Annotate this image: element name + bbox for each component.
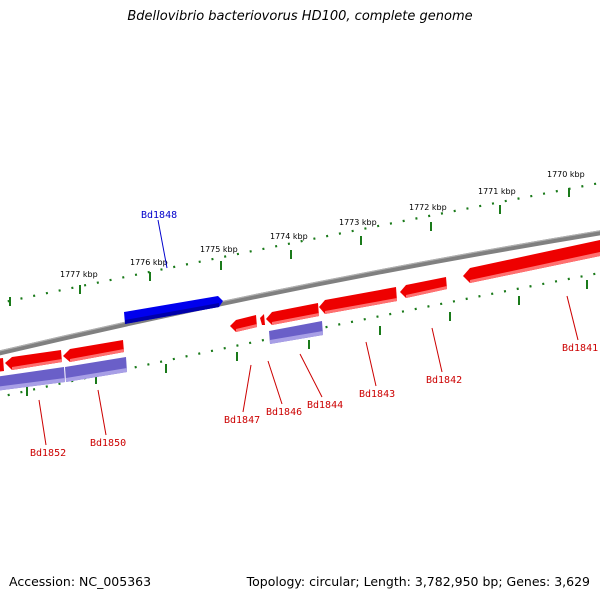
gene-label-bd1842: Bd1842	[426, 375, 462, 386]
gene-arrow-bd1852[interactable]	[0, 358, 4, 372]
gene-arrow-bd1848-shade	[125, 303, 219, 324]
gene-label-bd1850: Bd1850	[90, 438, 126, 449]
gene-label-bd1843: Bd1843	[359, 389, 395, 400]
scale-label-1773: 1773 kbp	[339, 218, 377, 227]
map-title: Bdellovibrio bacteriovorus HD100, comple…	[127, 9, 473, 24]
gene-arrow-bd1843[interactable]	[319, 287, 397, 314]
gene-arrow-bd1841[interactable]	[463, 240, 600, 283]
scale-labels: 1770 kbp 1771 kbp 1772 kbp 1773 kbp 1774…	[60, 170, 585, 279]
callout-lines	[38, 219, 579, 446]
reverse-feature-track	[0, 321, 323, 391]
gene-arrow-bd1846[interactable]	[260, 314, 265, 325]
gene-label-bd1848: Bd1848	[141, 210, 177, 221]
reverse-gene-shading	[12, 252, 600, 370]
accession-text: Accession: NC_005363	[9, 574, 152, 589]
genome-backbone-highlight	[0, 230, 600, 352]
gene-arrow-bd1842[interactable]	[400, 277, 447, 298]
gene-arrow-bd1844[interactable]	[266, 303, 319, 325]
gene-label-bd1847: Bd1847	[224, 415, 260, 426]
inner-major-ticks	[26, 280, 588, 396]
genome-summary-text: Topology: circular; Length: 3,782,950 bp…	[246, 574, 590, 589]
scale-label-1776: 1776 kbp	[130, 258, 168, 267]
scale-label-1770: 1770 kbp	[547, 170, 585, 179]
scale-label-1772: 1772 kbp	[409, 203, 447, 212]
forward-genes	[124, 296, 223, 324]
genome-backbone	[0, 230, 600, 356]
scale-label-1774: 1774 kbp	[270, 232, 308, 241]
scale-label-1775: 1775 kbp	[200, 245, 238, 254]
gene-label-bd1844: Bd1844	[307, 400, 343, 411]
scale-label-1777: 1777 kbp	[60, 270, 98, 279]
gene-label-bd1852: Bd1852	[30, 448, 66, 459]
gene-arrow-bd1851[interactable]	[5, 350, 62, 370]
gene-label-bd1846: Bd1846	[266, 407, 302, 418]
gene-label-bd1841: Bd1841	[562, 343, 598, 354]
reverse-genes	[0, 240, 600, 372]
feature-block-shading	[0, 331, 323, 391]
scale-label-1771: 1771 kbp	[478, 187, 516, 196]
gene-labels: Bd1848 Bd1841 Bd1842 Bd1843 Bd1844 Bd184…	[30, 210, 598, 459]
gene-arrow-bd1850[interactable]	[63, 340, 124, 362]
outer-major-ticks	[9, 188, 570, 306]
